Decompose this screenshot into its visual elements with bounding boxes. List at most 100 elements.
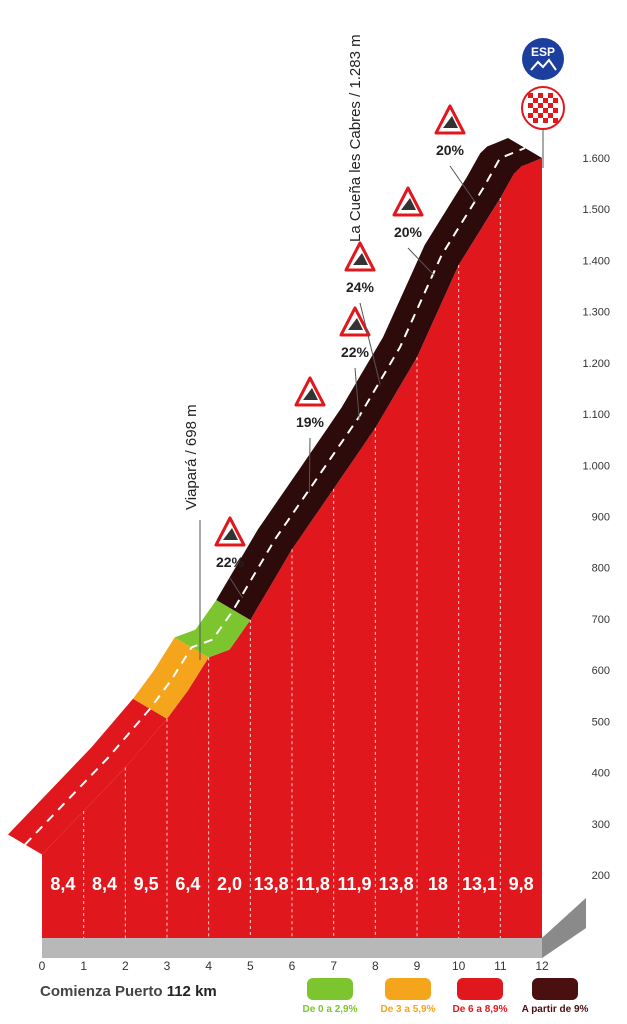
summit-labels: Viapará / 698 m La Cueña les Cabres / 1.2… xyxy=(183,34,364,660)
y-tick-label: 1.200 xyxy=(582,358,610,370)
slope-icon xyxy=(303,388,318,400)
y-tick-label: 300 xyxy=(592,819,610,831)
slope-icon xyxy=(348,318,363,330)
y-tick-label: 800 xyxy=(592,563,610,575)
checker-square xyxy=(548,103,553,108)
checker-square xyxy=(553,98,558,103)
checker-square xyxy=(533,118,538,123)
checker-square xyxy=(533,108,538,113)
legend-swatch xyxy=(532,978,578,1000)
y-tick-label: 1.400 xyxy=(582,255,610,267)
mountain-outline-icon xyxy=(530,58,557,71)
checker-square xyxy=(543,108,548,113)
segment-gradient-label: 9,5 xyxy=(134,874,159,894)
ramp-marker-line xyxy=(229,577,244,599)
y-tick-label: 400 xyxy=(592,768,610,780)
x-tick-label: 4 xyxy=(205,959,212,973)
y-tick-label: 700 xyxy=(592,614,610,626)
climb-band-orange xyxy=(133,637,209,719)
climb-band-red xyxy=(8,698,167,855)
slope-icon xyxy=(353,253,368,265)
checker-square xyxy=(538,93,543,98)
ramp-marker: 19% xyxy=(294,376,326,493)
badge-country: ESP xyxy=(531,45,555,59)
checker-square xyxy=(553,118,558,123)
ramp-markers: 22% 19% 22% 24% 20% 20% xyxy=(214,104,477,599)
start-label-text: Comienza Puerto xyxy=(40,983,163,1000)
ramp-marker-line xyxy=(359,302,381,385)
slope-icon xyxy=(443,116,458,128)
legend-swatch xyxy=(385,978,431,1000)
segment-gradient-label: 11,8 xyxy=(296,874,330,894)
checker-square xyxy=(543,118,548,123)
x-tick-label: 9 xyxy=(414,959,421,973)
y-tick-label: 1.600 xyxy=(582,153,610,165)
x-tick-label: 8 xyxy=(372,959,379,973)
y-tick-label: 500 xyxy=(592,716,610,728)
y-tick-label: 600 xyxy=(592,665,610,677)
base-strip-shape xyxy=(42,898,586,958)
summit-label: La Cueña les Cabres / 1.283 m xyxy=(347,34,364,242)
segment-gradient-label: 11,9 xyxy=(337,874,371,894)
legend-item-red: De 6 a 8,9% xyxy=(440,978,520,1015)
x-tick-label: 2 xyxy=(122,959,129,973)
legend-swatch xyxy=(307,978,353,1000)
y-tick-label: 1.500 xyxy=(582,204,610,216)
ramp-marker-line xyxy=(354,367,360,420)
x-tick-label: 7 xyxy=(330,959,337,973)
ramp-marker: 20% xyxy=(434,104,477,204)
checker-square xyxy=(548,93,553,98)
y-tick-label: 1.000 xyxy=(582,460,610,472)
legend-item-green: De 0 a 2,9% xyxy=(290,978,370,1015)
segment-gradient-label: 18 xyxy=(428,874,448,894)
segment-gradient-labels: 8,4 8,4 9,5 6,4 2,0 13,8 11,8 11,9 13,8 18 13,1 9,8 xyxy=(50,874,533,894)
segment-gradient-label: 6,4 xyxy=(175,874,200,894)
legend-label: De 3 a 5,9% xyxy=(380,1004,436,1015)
segment-gradient-label: 9,8 xyxy=(509,874,534,894)
checker-square xyxy=(528,103,533,108)
km-gridlines xyxy=(83,197,501,938)
y-tick-labels: 200 300 400 500 600 700 800 900 1.000 1.100 1.200 1… xyxy=(582,153,610,882)
x-tick-label: 6 xyxy=(289,959,296,973)
segment-gradient-label: 2,0 xyxy=(217,874,242,894)
y-tick-label: 1.300 xyxy=(582,307,610,319)
x-tick-label: 3 xyxy=(164,959,171,973)
segment-gradient-label: 13,8 xyxy=(254,874,289,894)
checker-square xyxy=(528,113,533,118)
x-tick-label: 10 xyxy=(452,959,466,973)
ramp-marker-line xyxy=(308,437,311,493)
legend-item-orange: De 3 a 5,9% xyxy=(368,978,448,1015)
checker-square xyxy=(548,113,553,118)
start-km: 112 km xyxy=(166,983,217,1000)
legend-swatch xyxy=(457,978,503,1000)
checkered-pattern xyxy=(528,93,558,123)
gradient-legend: De 0 a 2,9% De 3 a 5,9% De 6 a 8,9% A pa… xyxy=(290,978,620,1022)
road-centerline xyxy=(24,147,526,846)
checker-square xyxy=(528,93,533,98)
segment-gradient-label: 8,4 xyxy=(50,874,75,894)
finish-badges: ESP xyxy=(521,38,565,168)
ramp-marker: 22% xyxy=(339,306,371,420)
summit-label: Viapará / 698 m xyxy=(183,404,200,510)
slope-icon xyxy=(401,198,416,210)
ramp-marker-line xyxy=(449,165,477,204)
checker-square xyxy=(553,108,558,113)
ramp-marker: 22% xyxy=(214,516,246,599)
ramp-marker-label: 22% xyxy=(216,554,245,570)
ramp-marker-label: 22% xyxy=(341,344,370,360)
legend-label: De 0 a 2,9% xyxy=(302,1004,358,1015)
start-label: Comienza Puerto 112 km xyxy=(40,983,217,1000)
x-tick-label: 0 xyxy=(39,959,46,973)
ramp-marker-line xyxy=(407,247,435,276)
segment-gradient-label: 8,4 xyxy=(92,874,117,894)
legend-item-dark: A partir de 9% xyxy=(515,978,595,1015)
ramp-marker: 24% xyxy=(344,241,381,385)
base-strip-side xyxy=(542,898,586,958)
checker-square xyxy=(533,98,538,103)
x-tick-labels: 0 1 2 3 4 5 6 7 8 9 10 11 12 xyxy=(39,959,549,973)
y-tick-label: 200 xyxy=(592,870,610,882)
legend-label: De 6 a 8,9% xyxy=(452,1004,508,1015)
x-tick-label: 1 xyxy=(80,959,87,973)
y-tick-label: 900 xyxy=(592,512,610,524)
